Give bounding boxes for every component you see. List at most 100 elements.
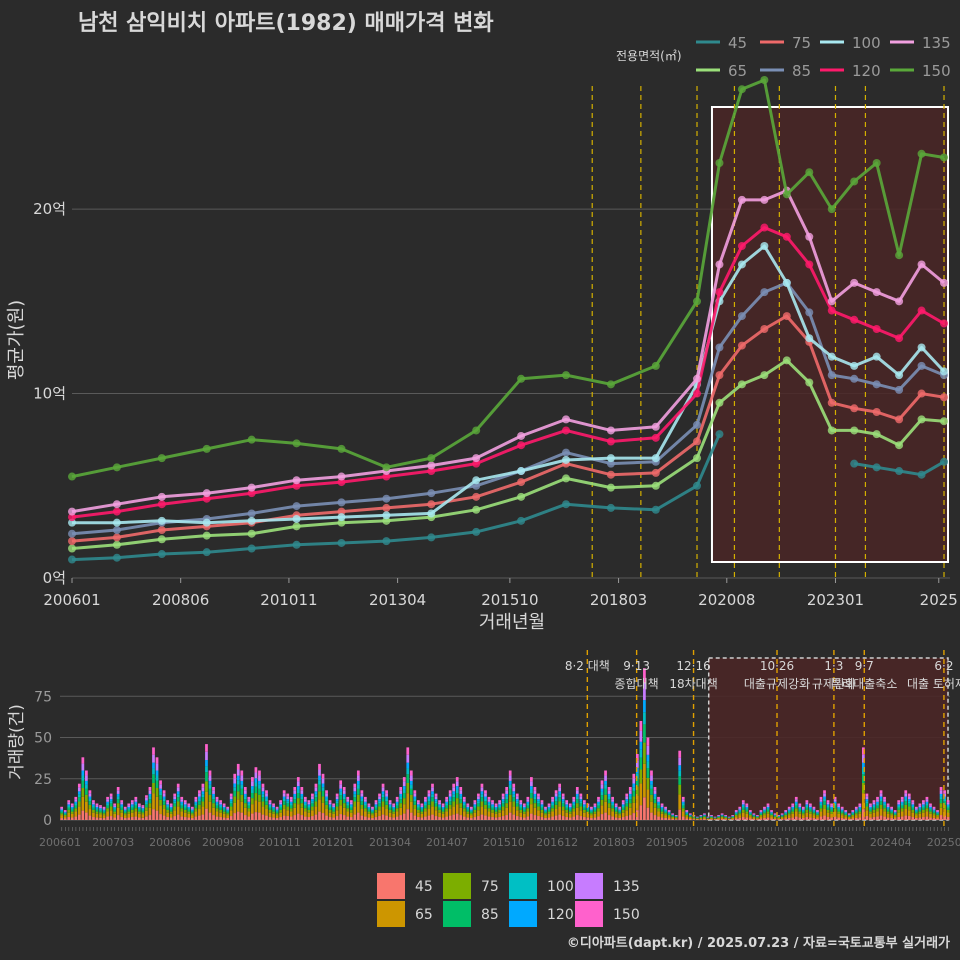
volume-bar-100 [922, 805, 925, 808]
volume-bar-75 [914, 813, 918, 816]
volume-bar-150 [92, 800, 95, 803]
volume-bar-150 [773, 813, 777, 815]
volume-bar-120 [215, 801, 219, 804]
volume-bar-150 [254, 767, 258, 773]
volume-bar-150 [212, 787, 215, 791]
volume-bar-135 [833, 799, 837, 802]
volume-bar-85 [554, 801, 558, 805]
volume-bar-75 [607, 803, 611, 808]
volume-bar-135 [102, 808, 106, 810]
volume-bar-75 [794, 808, 798, 812]
volume-bar-85 [63, 813, 67, 815]
volume-bar-65 [614, 813, 618, 818]
volume-bar-85 [417, 807, 420, 810]
volume-bar-85 [745, 809, 749, 812]
volume-bar-120 [395, 801, 399, 804]
data-point-100 [872, 352, 881, 361]
volume-bar-100 [166, 805, 169, 808]
volume-bar-65 [544, 815, 547, 819]
data-point-75 [472, 492, 481, 501]
volume-bar-45 [74, 816, 78, 820]
volume-bar-120 [427, 796, 431, 799]
legend-label-120: 120 [852, 62, 881, 80]
volume-bar-150 [134, 796, 138, 800]
volume-bar-75 [388, 809, 392, 813]
volume-bar-135 [681, 799, 685, 802]
volume-bar-75 [780, 816, 784, 818]
volume-bar-150 [635, 754, 639, 761]
volume-bar-65 [254, 800, 258, 813]
data-point-120 [651, 433, 660, 442]
volume-bar-75 [77, 801, 81, 807]
volume-bar-45 [187, 817, 191, 820]
volume-bar-135 [897, 802, 901, 805]
volume-bar-120 [441, 806, 445, 809]
volume-x-tick-label: 201407 [426, 836, 468, 849]
volume-bar-150 [519, 800, 523, 803]
data-point-45 [715, 430, 724, 439]
volume-bar-65 [922, 812, 925, 818]
volume-bar-85 [395, 805, 399, 809]
volume-bar-45 [92, 817, 95, 820]
volume-bar-75 [222, 811, 226, 814]
data-point-150 [68, 472, 76, 481]
volume-bar-135 [328, 802, 332, 805]
volume-bar-75 [286, 806, 290, 811]
volume-bar-120 [830, 806, 833, 809]
volume-bar-150 [445, 796, 448, 800]
data-point-75 [895, 415, 904, 424]
volume-bar-75 [773, 816, 777, 818]
volume-bar-75 [371, 813, 374, 816]
volume-bar-100 [907, 801, 911, 804]
volume-bar-45 [498, 817, 501, 820]
volume-bar-120 [360, 796, 364, 799]
volume-bar-120 [575, 793, 579, 797]
volume-bar-100 [63, 812, 67, 814]
data-point-100 [895, 371, 904, 380]
volume-bar-100 [459, 796, 463, 800]
volume-bar-65 [123, 815, 127, 819]
series-line-135 [71, 189, 945, 514]
volume-bar-75 [731, 817, 735, 819]
volume-bar-85 [886, 809, 890, 812]
volume-bar-120 [854, 809, 858, 811]
volume-bar-85 [134, 805, 138, 809]
data-point-120 [157, 500, 166, 509]
data-point-85 [805, 308, 814, 317]
volume-x-tick-label: 202404 [870, 836, 912, 849]
volume-bar-75 [190, 813, 194, 816]
volume-bar-65 [893, 816, 897, 819]
volume-bar-135 [371, 808, 374, 810]
volume-bar-150 [685, 810, 689, 812]
volume-bar-150 [180, 796, 184, 800]
volume-bar-150 [215, 796, 219, 800]
volume-bar-65 [703, 817, 706, 820]
volume-bar-100 [925, 803, 929, 806]
volume-bar-100 [526, 803, 530, 806]
volume-bar-85 [452, 797, 456, 802]
volume-bar-85 [300, 799, 304, 804]
volume-bar-100 [809, 808, 812, 810]
data-point-120 [805, 260, 814, 269]
volume-bar-45 [417, 817, 420, 820]
volume-bar-65 [727, 818, 731, 820]
data-point-65 [782, 356, 791, 365]
volume-bar-85 [137, 809, 141, 812]
volume-legend-swatch-120 [509, 901, 537, 927]
volume-bar-45 [275, 818, 279, 820]
volume-bar-120 [399, 793, 403, 797]
volume-bar-65 [332, 813, 335, 818]
volume-bar-45 [671, 819, 675, 820]
volume-bar-100 [618, 810, 622, 812]
volume-bar-135 [484, 793, 487, 797]
volume-bar-135 [448, 793, 452, 797]
volume-bar-75 [265, 804, 268, 810]
volume-bar-85 [258, 788, 261, 795]
policy-annotation: 8·2 대책 [565, 658, 610, 673]
volume-bar-150 [561, 793, 565, 797]
volume-bar-100 [229, 801, 233, 804]
volume-bar-75 [600, 799, 604, 806]
volume-bar-120 [858, 806, 862, 809]
volume-bar-45 [261, 814, 265, 820]
volume-bar-65 [130, 812, 134, 818]
